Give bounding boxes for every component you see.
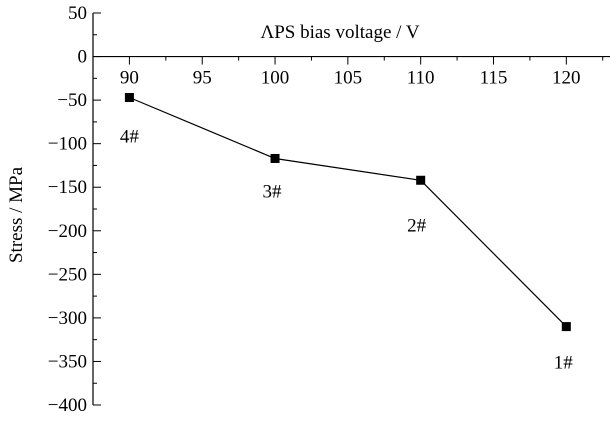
x-tick-label: 120 — [552, 68, 581, 89]
x-tick-label: 90 — [120, 68, 139, 89]
x-axis-title-group: ΛPS bias voltage / V — [260, 22, 419, 43]
data-point-label: 4# — [120, 126, 140, 147]
data-point-marker — [561, 322, 571, 332]
y-tick-label: −250 — [48, 264, 87, 285]
x-tick-label: 115 — [480, 68, 508, 89]
data-point-label: 3# — [263, 181, 283, 202]
y-axis-title: Stress / MPa — [6, 166, 27, 263]
y-tick-label: −300 — [48, 308, 87, 329]
data-point-label: 1# — [554, 353, 574, 374]
y-tick-label: −400 — [48, 395, 87, 416]
data-point-marker — [124, 92, 134, 102]
data-point-marker — [270, 153, 280, 163]
y-tick-label: 0 — [78, 47, 88, 68]
x-tick-label: 95 — [193, 68, 212, 89]
y-tick-label: −100 — [48, 134, 87, 155]
y-tick-label: −350 — [48, 351, 87, 372]
y-tick-label: 50 — [68, 3, 87, 24]
y-tick-label: −150 — [48, 177, 87, 198]
series — [124, 92, 571, 332]
x-axis-title: ΛPS bias voltage / V — [260, 22, 419, 43]
data-point-marker — [416, 175, 426, 185]
series-line — [129, 96, 567, 328]
x-ticks: 90 95 100 105 110 115 120 — [120, 56, 604, 89]
y-tick-label: −200 — [48, 221, 87, 242]
y-ticks: 50 0 −50 −100 −150 −200 −250 −300 −350 −400 — [48, 3, 101, 416]
y-tick-label: −50 — [57, 90, 87, 111]
point-labels: 4# 3# 2# 1# — [120, 126, 573, 373]
x-tick-label: 100 — [261, 68, 290, 89]
x-tick-label: 110 — [407, 68, 435, 89]
x-tick-label: 105 — [334, 68, 363, 89]
data-point-label: 2# — [407, 215, 427, 236]
y-axis-title-group: Stress / MPa — [6, 166, 27, 263]
